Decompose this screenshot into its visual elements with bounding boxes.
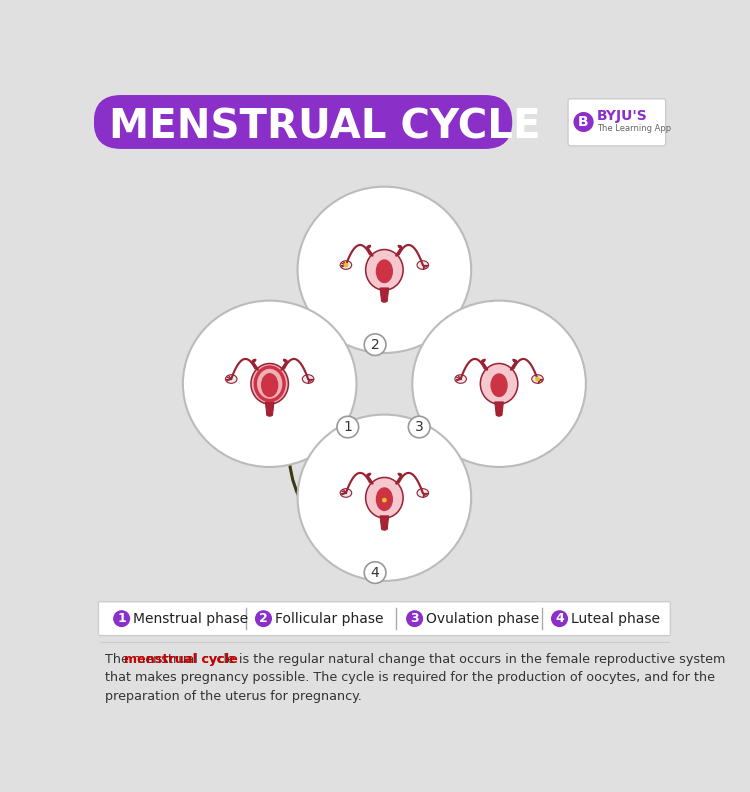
Circle shape <box>337 417 358 438</box>
FancyBboxPatch shape <box>568 99 666 146</box>
Ellipse shape <box>413 301 586 467</box>
Ellipse shape <box>298 187 471 353</box>
Circle shape <box>551 610 568 627</box>
Ellipse shape <box>490 373 508 397</box>
Text: 4: 4 <box>370 565 380 580</box>
Text: 2: 2 <box>259 612 268 625</box>
Text: 4: 4 <box>555 612 564 625</box>
Ellipse shape <box>480 364 518 404</box>
Circle shape <box>255 610 272 627</box>
Ellipse shape <box>496 413 502 417</box>
FancyBboxPatch shape <box>98 602 670 635</box>
Text: Menstrual phase: Menstrual phase <box>134 611 248 626</box>
Text: Luteal phase: Luteal phase <box>572 611 660 626</box>
Polygon shape <box>380 516 388 529</box>
Ellipse shape <box>267 413 272 417</box>
Ellipse shape <box>376 487 393 511</box>
Circle shape <box>113 610 130 627</box>
Circle shape <box>382 497 387 503</box>
Ellipse shape <box>298 414 471 581</box>
FancyBboxPatch shape <box>94 95 512 149</box>
Circle shape <box>408 417 430 438</box>
Circle shape <box>364 562 386 584</box>
Text: 3: 3 <box>410 612 419 625</box>
Text: Follicular phase: Follicular phase <box>275 611 383 626</box>
Text: B: B <box>578 115 589 129</box>
FancyArrowPatch shape <box>291 307 328 324</box>
Ellipse shape <box>261 373 278 397</box>
Polygon shape <box>495 402 503 415</box>
Ellipse shape <box>366 249 403 290</box>
Text: 3: 3 <box>415 420 424 434</box>
Ellipse shape <box>382 527 387 530</box>
Circle shape <box>574 112 594 132</box>
Ellipse shape <box>340 261 352 269</box>
FancyArrowPatch shape <box>437 311 475 322</box>
Text: 1: 1 <box>117 612 126 625</box>
Text: 2: 2 <box>370 337 380 352</box>
Ellipse shape <box>417 261 428 269</box>
Ellipse shape <box>366 478 403 518</box>
Text: Ovulation phase: Ovulation phase <box>426 611 539 626</box>
Polygon shape <box>266 402 274 415</box>
FancyArrowPatch shape <box>441 444 478 462</box>
Text: menstrual cycle: menstrual cycle <box>124 653 238 665</box>
FancyArrowPatch shape <box>284 447 332 539</box>
Text: The menstrual cycle is the regular natural change that occurs in the female repr: The menstrual cycle is the regular natur… <box>105 653 726 703</box>
Text: MENSTRUAL CYCLE: MENSTRUAL CYCLE <box>110 108 541 147</box>
Circle shape <box>344 263 348 268</box>
Ellipse shape <box>417 489 428 497</box>
Text: The Learning App: The Learning App <box>597 124 670 132</box>
Ellipse shape <box>376 259 393 284</box>
Ellipse shape <box>454 375 466 383</box>
Circle shape <box>535 377 540 382</box>
Ellipse shape <box>302 375 314 383</box>
Ellipse shape <box>262 373 278 396</box>
Circle shape <box>364 334 386 356</box>
Ellipse shape <box>251 364 289 404</box>
Circle shape <box>406 610 423 627</box>
Ellipse shape <box>226 375 237 383</box>
Text: BYJU'S: BYJU'S <box>597 109 647 123</box>
Ellipse shape <box>532 375 543 383</box>
Text: 1: 1 <box>344 420 352 434</box>
Ellipse shape <box>340 489 352 497</box>
Polygon shape <box>380 288 388 301</box>
Ellipse shape <box>382 299 387 303</box>
Ellipse shape <box>183 301 356 467</box>
